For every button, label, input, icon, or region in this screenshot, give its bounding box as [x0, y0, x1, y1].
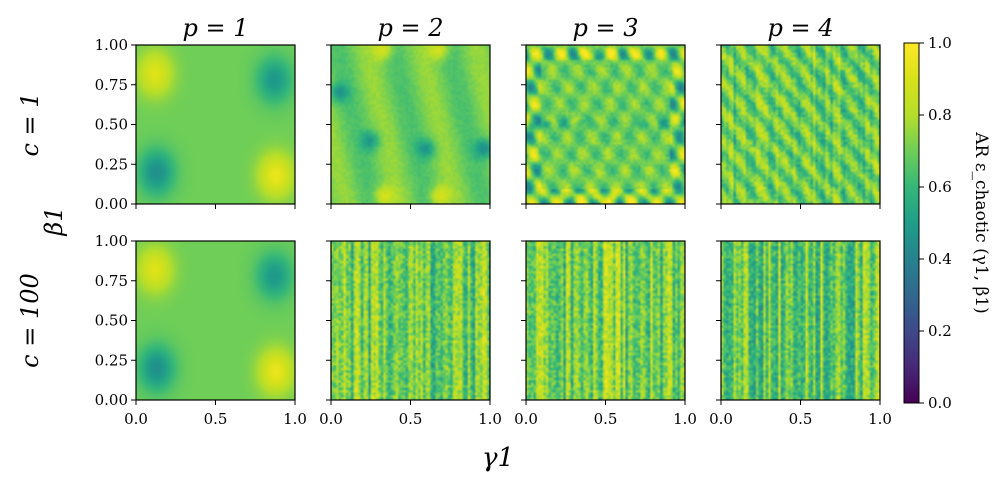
colorbar-ticks: 0.0 0.2 0.4 0.6 0.8 1.0 [919, 34, 952, 412]
heatmap-panel-r1-c1: 0.0 0.5 1.0 [319, 240, 502, 428]
y-tick-label: 1.00 [95, 36, 128, 54]
x-tick-label: 1.0 [673, 410, 697, 428]
heatmap-image [331, 45, 490, 204]
y-tick-label: 0.00 [95, 195, 128, 213]
heatmap-image [721, 241, 880, 400]
y-tick-label: 0.75 [95, 272, 128, 290]
column-titles: p = 1 p = 2 p = 3 p = 4 [183, 14, 834, 42]
x-tick-label: 0.5 [399, 410, 423, 428]
heatmap-panel-r0-c1 [326, 44, 491, 209]
x-axis-label: γ1 [482, 443, 514, 473]
heatmap-panel-r0-c3 [716, 44, 881, 209]
colorbar: 0.0 0.2 0.4 0.6 0.8 1.0 AR ε_chaotic (γ1, β1) [903, 34, 991, 412]
heatmap-image [526, 241, 685, 400]
colorbar-label: AR ε_chaotic (γ1, β1) [971, 131, 991, 314]
heatmap-panel-r1-c3: 0.0 0.5 1.0 [709, 240, 892, 428]
row-label: c = 100 [16, 273, 44, 368]
column-title: p = 4 [768, 14, 834, 42]
y-axis-label: β1 [40, 206, 68, 236]
y-tick-label: 1.00 [95, 232, 128, 250]
x-tick-label: 0.0 [319, 410, 343, 428]
colorbar-tick-label: 0.4 [928, 250, 952, 268]
row-labels: c = 1 c = 100 [16, 92, 44, 367]
x-tick-label: 0.5 [594, 410, 618, 428]
heatmap-image [136, 241, 295, 400]
heatmap-panel-r0-c0: 0.00 0.25 0.50 0.75 1.00 [95, 36, 296, 213]
colorbar-tick-label: 1.0 [928, 34, 952, 52]
column-title: p = 1 [183, 14, 249, 42]
y-tick-label: 0.25 [95, 351, 128, 369]
colorbar-tick-label: 0.6 [928, 178, 952, 196]
x-tick-label: 0.0 [709, 410, 733, 428]
colorbar-tick-label: 0.8 [928, 106, 952, 124]
heatmap-panel-r1-c0: 0.00 0.25 0.50 0.75 1.00 0.0 0.5 1.0 [95, 232, 307, 428]
colorbar-gradient [903, 42, 920, 404]
x-tick-label: 1.0 [868, 410, 892, 428]
x-tick-label: 0.5 [204, 410, 228, 428]
x-tick-label: 0.0 [514, 410, 538, 428]
heatmap-image [331, 241, 490, 400]
row-label: c = 1 [16, 92, 44, 156]
y-tick-label: 0.75 [95, 76, 128, 94]
colorbar-tick-label: 0.0 [928, 394, 952, 412]
y-tick-label: 0.50 [95, 116, 128, 134]
x-tick-label: 1.0 [283, 410, 307, 428]
heatmap-image [136, 45, 295, 204]
column-title: p = 2 [378, 14, 444, 42]
x-tick-label: 0.5 [789, 410, 813, 428]
y-tick-label: 0.25 [95, 155, 128, 173]
heatmap-panels: 0.000.250.500.751.000.000.250.500.751.00… [95, 36, 892, 428]
colorbar-tick-label: 0.2 [928, 322, 952, 340]
heatmap-panel-r0-c2 [521, 44, 686, 209]
heatmap-panel-r1-c2: 0.0 0.5 1.0 [514, 240, 697, 428]
x-tick-label: 1.0 [478, 410, 502, 428]
y-tick-label: 0.50 [95, 312, 128, 330]
x-tick-label: 0.0 [124, 410, 148, 428]
heatmap-image [526, 45, 685, 204]
column-title: p = 3 [573, 14, 639, 42]
y-tick-label: 0.00 [95, 391, 128, 409]
heatmap-image [721, 45, 880, 204]
